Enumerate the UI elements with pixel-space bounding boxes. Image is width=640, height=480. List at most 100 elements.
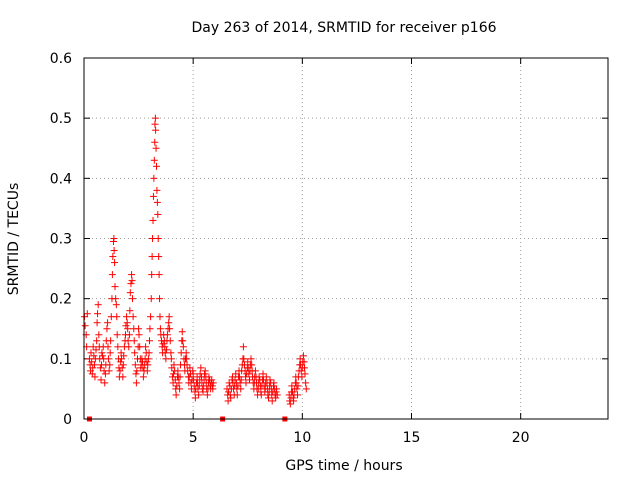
x-tick-label: 5 (189, 430, 198, 446)
y-tick-label: 0.1 (50, 352, 72, 368)
data-point (132, 370, 140, 378)
data-point (189, 370, 197, 378)
data-point (270, 379, 278, 387)
data-point (101, 370, 109, 378)
data-point (195, 391, 203, 399)
data-point (201, 367, 209, 375)
data-point (273, 385, 281, 393)
data-point (242, 379, 250, 387)
data-point (126, 307, 134, 315)
data-point (159, 340, 167, 348)
x-axis-label: GPS time / hours (285, 458, 402, 474)
data-point (143, 358, 151, 366)
data-point (139, 364, 147, 372)
data-point (262, 373, 270, 381)
data-point (95, 331, 103, 339)
data-point (255, 373, 263, 381)
data-point (292, 379, 300, 387)
data-point (87, 349, 95, 357)
data-point (153, 186, 161, 194)
y-tick-labels: 0 0.1 0.2 0.3 0.4 0.5 0.6 (50, 51, 72, 428)
y-tick-label: 0.3 (50, 232, 72, 248)
data-point (299, 352, 307, 360)
data-point (126, 289, 134, 297)
data-point (81, 322, 89, 330)
data-point (273, 391, 281, 399)
data-point (112, 295, 120, 303)
plot-frame (83, 57, 609, 420)
data-point (128, 295, 136, 303)
data-point (155, 253, 163, 261)
y-axis-label: SRMTID / TECUs (6, 183, 22, 296)
data-point (179, 337, 187, 345)
data-point (294, 391, 302, 399)
data-point (151, 114, 159, 122)
data-point (148, 271, 156, 279)
x-tick-label: 20 (512, 430, 530, 446)
data-point (106, 361, 114, 369)
data-point (120, 352, 128, 360)
y-tick-label: 0.4 (50, 171, 72, 187)
data-point (119, 373, 127, 381)
data-point (143, 367, 151, 375)
data-point (205, 373, 213, 381)
data-point (225, 388, 233, 396)
data-point (209, 379, 217, 387)
data-point (119, 361, 127, 369)
data-point (235, 373, 243, 381)
data-point (150, 156, 158, 164)
data-point (266, 376, 274, 384)
data-point (298, 373, 306, 381)
data-point (142, 343, 150, 351)
data-point (288, 382, 296, 390)
data-point (236, 379, 244, 387)
data-point (135, 331, 143, 339)
data-points (80, 114, 310, 408)
data-point (110, 247, 118, 255)
data-point (124, 325, 132, 333)
data-point (264, 394, 272, 402)
data-point (113, 331, 121, 339)
data-point (165, 319, 173, 327)
data-point (191, 388, 199, 396)
data-point (98, 349, 106, 357)
data-point (154, 210, 162, 218)
data-point (248, 361, 256, 369)
data-point (132, 379, 140, 387)
data-point (245, 370, 253, 378)
data-point (131, 361, 139, 369)
x-tick-label: 15 (403, 430, 421, 446)
data-point (135, 325, 143, 333)
chart-title: Day 263 of 2014, SRMTID for receiver p16… (191, 20, 496, 36)
data-point (144, 361, 152, 369)
data-point (105, 367, 113, 375)
data-point (96, 364, 104, 372)
data-point (93, 319, 101, 327)
data-point (153, 198, 161, 206)
data-point (293, 385, 301, 393)
data-point (245, 376, 253, 384)
data-point (152, 126, 160, 134)
data-point (122, 322, 130, 330)
data-point (174, 367, 182, 375)
data-point (203, 391, 211, 399)
data-point (166, 325, 174, 333)
data-point (145, 349, 153, 357)
data-point (178, 328, 186, 336)
data-point (232, 370, 240, 378)
data-point (176, 373, 184, 381)
data-point (127, 280, 135, 288)
data-point (152, 162, 160, 170)
data-point (125, 331, 133, 339)
data-point (128, 277, 136, 285)
data-point (201, 370, 209, 378)
data-point (172, 391, 180, 399)
data-point (150, 174, 158, 182)
data-point (123, 319, 131, 327)
data-point (302, 385, 310, 393)
data-point (175, 379, 183, 387)
data-point (148, 253, 156, 261)
data-point (268, 397, 276, 405)
data-point (128, 271, 136, 279)
